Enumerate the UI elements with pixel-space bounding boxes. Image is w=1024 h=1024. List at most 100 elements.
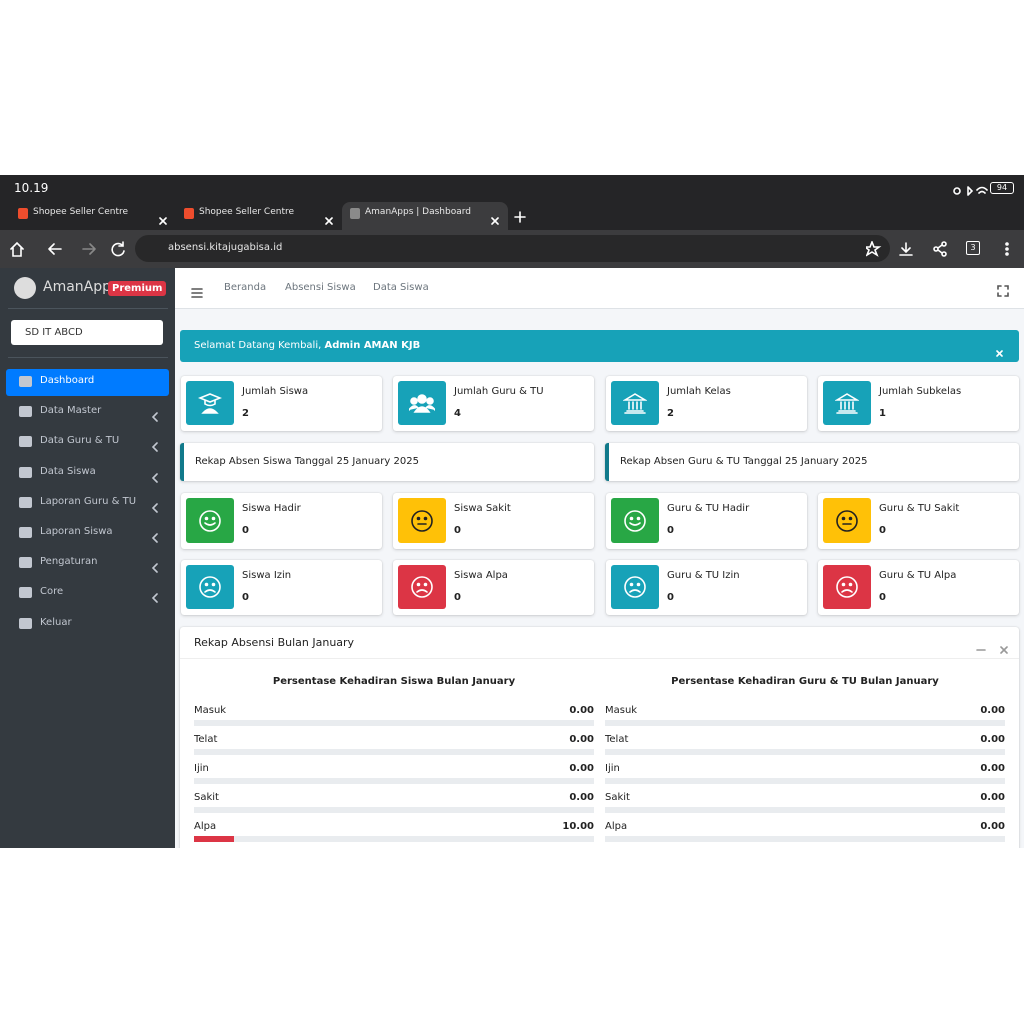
tab-close[interactable] — [491, 210, 499, 229]
progress-value: 10.00 — [562, 821, 594, 832]
progress-track — [194, 749, 594, 755]
progress-label: Ijin — [194, 763, 209, 774]
chevron — [151, 468, 159, 487]
info-label: Siswa Izin — [242, 570, 292, 581]
progress-track — [194, 720, 594, 726]
info-value: 0 — [242, 592, 249, 603]
progress-track — [605, 720, 1005, 726]
progress-label: Telat — [194, 734, 218, 745]
menu-item[interactable]: Dashboard — [40, 375, 95, 386]
progress-value: 0.00 — [980, 705, 1005, 716]
info-icon — [186, 381, 234, 425]
callout — [180, 443, 594, 481]
info-value: 0 — [454, 525, 461, 536]
menu-item[interactable]: Laporan Siswa — [40, 526, 113, 537]
tab-title[interactable]: Shopee Seller Centre — [33, 207, 129, 217]
info-icon — [611, 381, 659, 425]
menu-item[interactable]: Data Master — [40, 405, 102, 416]
info-label: Guru & TU Izin — [667, 570, 740, 581]
school-select[interactable] — [11, 320, 163, 345]
progress-value: 0.00 — [569, 734, 594, 745]
menu-icon — [19, 406, 32, 417]
navbar — [175, 268, 1024, 309]
menu-icon — [19, 587, 32, 598]
progress-track — [194, 836, 594, 842]
menu-item[interactable]: Laporan Guru & TU — [40, 496, 137, 507]
info-icon — [823, 498, 871, 543]
tab-close[interactable] — [325, 210, 333, 229]
chevron — [151, 528, 159, 547]
nav-link[interactable]: Absensi Siswa — [285, 282, 356, 293]
url: absensi.kitajugabisa.id — [168, 242, 283, 253]
progress-label: Ijin — [605, 763, 620, 774]
nav-link[interactable]: Beranda — [224, 282, 267, 293]
info-icon — [398, 498, 446, 543]
info-icon — [398, 381, 446, 425]
info-label: Guru & TU Sakit — [879, 503, 960, 514]
progress-bar — [194, 836, 234, 842]
menu-icon — [19, 557, 32, 568]
progress-track — [605, 836, 1005, 842]
info-value: 0 — [667, 592, 674, 603]
menu-item[interactable]: Core — [40, 586, 64, 597]
chevron — [151, 437, 159, 456]
alert-name: Admin AMAN KJB — [324, 340, 421, 351]
info-value: 2 — [242, 408, 249, 419]
progress-value: 0.00 — [569, 763, 594, 774]
menu-item[interactable]: Pengaturan — [40, 556, 98, 567]
menu-active — [6, 369, 169, 396]
brand: AmanApps — [43, 279, 119, 295]
toolbar-icons[interactable] — [862, 239, 1016, 261]
alert-close[interactable] — [996, 342, 1003, 361]
info-label: Jumlah Siswa — [242, 386, 309, 397]
tab-strip — [0, 200, 1024, 230]
info-icon — [186, 498, 234, 543]
tab-title[interactable]: Shopee Seller Centre — [199, 207, 295, 217]
progress-label: Masuk — [194, 705, 227, 716]
info-value: 0 — [667, 525, 674, 536]
menu-item[interactable]: Data Siswa — [40, 466, 96, 477]
info-label: Siswa Alpa — [454, 570, 508, 581]
menu-item[interactable]: Keluar — [40, 617, 72, 628]
progress-label: Masuk — [605, 705, 638, 716]
card-border — [180, 658, 1019, 659]
progress-value: 0.00 — [980, 763, 1005, 774]
info-value: 0 — [879, 525, 886, 536]
status-icons — [952, 182, 988, 201]
tab-icon — [350, 208, 360, 219]
tab-title[interactable]: AmanApps | Dashboard — [365, 207, 471, 217]
url-field[interactable] — [135, 235, 890, 262]
info-label: Siswa Hadir — [242, 503, 301, 514]
menu-icon — [19, 527, 32, 538]
card-tools[interactable] — [976, 639, 1010, 658]
logo — [14, 277, 36, 299]
progress-track — [194, 807, 594, 813]
battery: 94 — [990, 182, 1014, 194]
fullscreen[interactable] — [997, 282, 1009, 301]
divider — [8, 357, 168, 358]
chevron — [151, 407, 159, 426]
progress-track — [605, 778, 1005, 784]
progress-track — [194, 778, 594, 784]
info-value: 0 — [879, 592, 886, 603]
menu-icon — [19, 618, 32, 629]
info-icon — [611, 565, 659, 609]
progress-value: 0.00 — [569, 705, 594, 716]
tab-close[interactable] — [159, 210, 167, 229]
nav-buttons[interactable] — [8, 241, 128, 261]
callout — [605, 443, 1019, 481]
info-icon — [823, 565, 871, 609]
hamburger[interactable] — [191, 283, 203, 302]
new-tab[interactable] — [514, 208, 526, 227]
info-value: 4 — [454, 408, 461, 419]
menu-item[interactable]: Data Guru & TU — [40, 435, 120, 446]
progress-label: Alpa — [194, 821, 217, 832]
info-icon — [398, 565, 446, 609]
info-label: Siswa Sakit — [454, 503, 511, 514]
nav-link[interactable]: Data Siswa — [373, 282, 429, 293]
tab-count[interactable]: 3 — [966, 241, 980, 255]
menu-icon — [19, 436, 32, 447]
info-value: 1 — [879, 408, 886, 419]
card-title: Rekap Absensi Bulan January — [194, 636, 355, 649]
